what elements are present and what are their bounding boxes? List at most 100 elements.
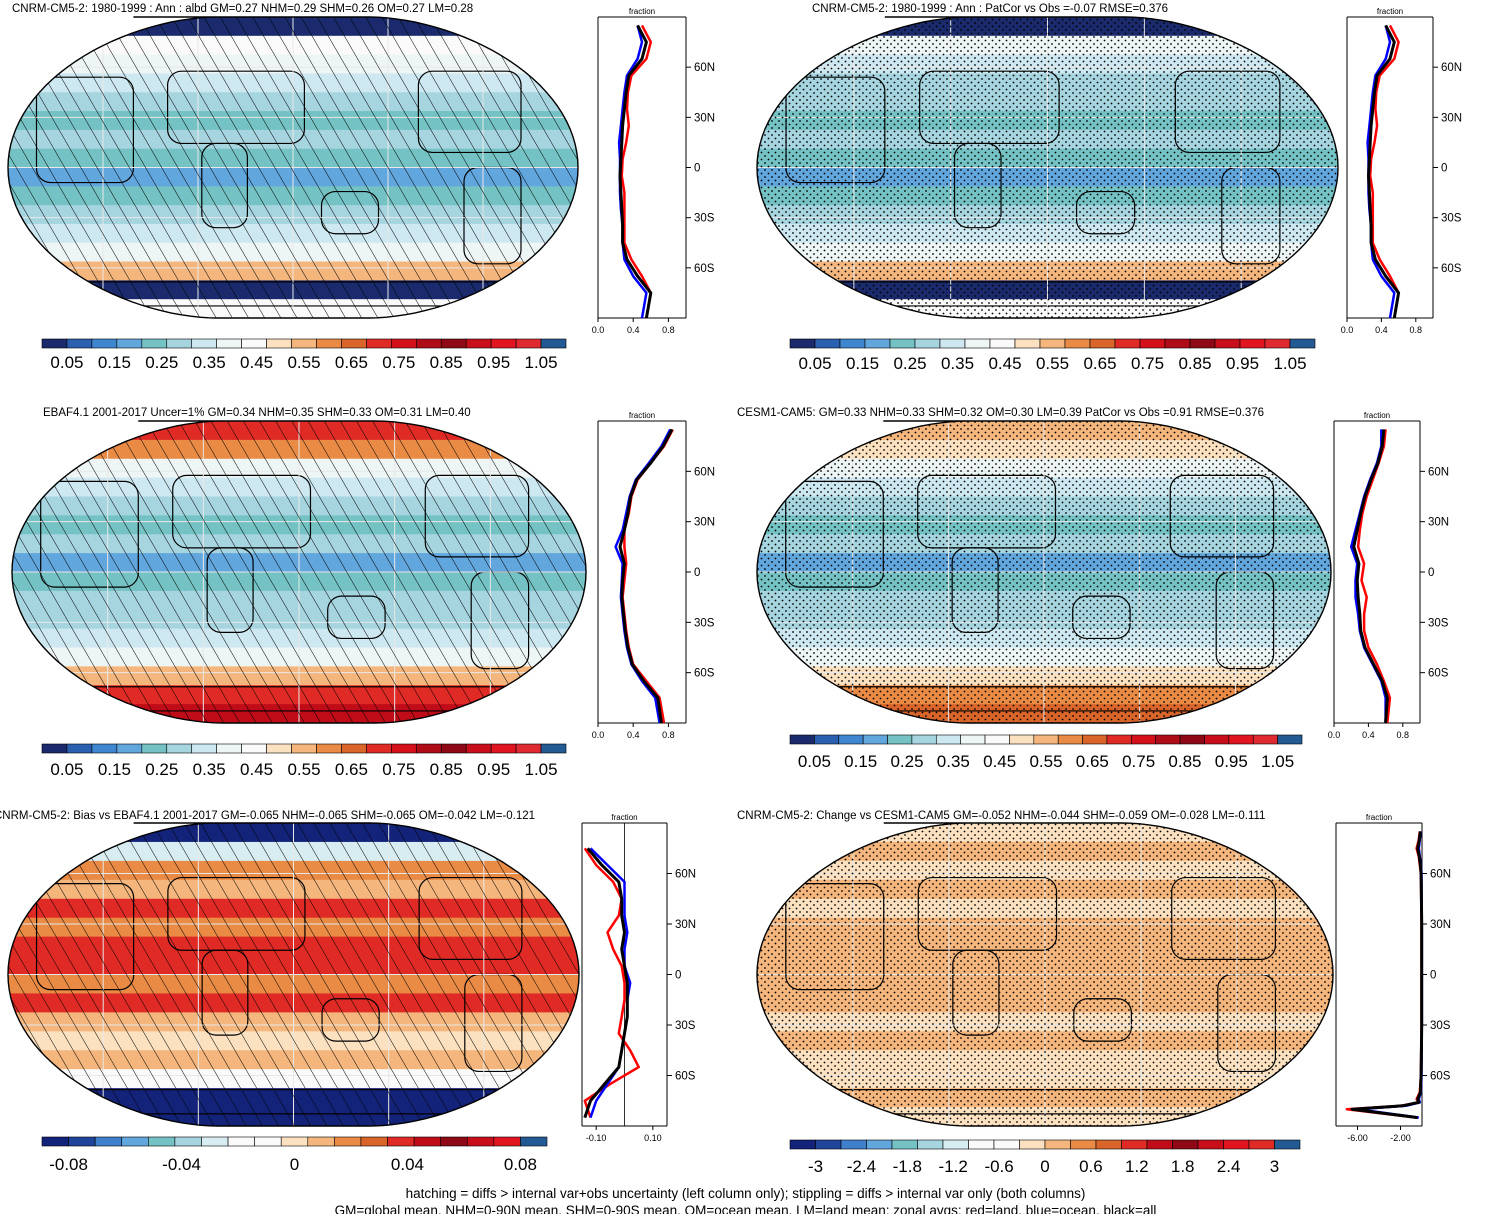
map-field [757, 17, 1338, 318]
colorbar-swatch [866, 1139, 893, 1150]
colorbar-label: 3 [1270, 1157, 1279, 1176]
colorbar-label: 2.4 [1217, 1157, 1241, 1176]
colorbar-label: 0.85 [1168, 752, 1201, 771]
colorbar-label: 0.85 [430, 760, 463, 779]
colorbar-label: 0.55 [1029, 752, 1062, 771]
colorbar-label: 0.35 [193, 760, 226, 779]
lat-label: 30S [1428, 617, 1449, 629]
zonal-axis-title: fraction [1377, 7, 1403, 16]
colorbar-label: 0.75 [382, 760, 415, 779]
lat-label: 30N [1441, 112, 1462, 124]
zonal-x-label: 0.8 [1397, 730, 1410, 740]
colorbar-swatch [1197, 1139, 1224, 1150]
zonal-axis-title: fraction [629, 411, 655, 420]
map-field [757, 823, 1333, 1126]
colorbar-swatch [789, 1139, 816, 1150]
lat-label: 60N [694, 466, 715, 478]
lat-label: 60N [1428, 466, 1449, 478]
colorbar-label: 1.05 [1273, 354, 1306, 373]
panel-title: EBAF4.1 2001-2017 Uncer=1% GM=0.34 NHM=0… [43, 407, 471, 419]
zonal-x-label: -2.00 [1390, 1133, 1411, 1143]
colorbar-label: 1.2 [1125, 1157, 1149, 1176]
colorbar-label: 0.25 [145, 353, 178, 372]
colorbar-swatch [1121, 1139, 1148, 1150]
colorbar: 0.05 0.15 0.25 0.35 0.45 0.55 0.65 0.75 0.85 0.95… [41, 743, 567, 779]
map-field [8, 17, 578, 318]
zonal-series-land [1368, 24, 1400, 319]
colorbar-label: 0.35 [193, 353, 226, 372]
lat-label: 60N [694, 62, 715, 74]
colorbar-label: 0.05 [798, 752, 831, 771]
lat-label: 0 [1428, 567, 1434, 579]
zonal-x-label: 0.8 [662, 730, 675, 740]
caption-line-1: hatching = diffs > internal var+obs unce… [405, 1186, 1086, 1201]
colorbar-label: 0.15 [844, 752, 877, 771]
zonal-series-land [583, 847, 640, 1119]
colorbar-label: 0.65 [335, 353, 368, 372]
colorbar: -3 -2.4 -1.8 -1.2 -0.6 0 0.6 1.2 1.8 2.4 3 [789, 1139, 1301, 1176]
colorbar-label: 0.25 [890, 752, 923, 771]
zonal-series-all [1352, 429, 1389, 724]
zonal-axis-title: fraction [611, 813, 637, 822]
colorbar-label: 0.55 [1036, 354, 1069, 373]
lat-label: 60S [1428, 668, 1449, 680]
lat-label: 60S [694, 668, 715, 680]
lat-label: 30N [694, 112, 715, 124]
colorbar-label: 0.85 [430, 353, 463, 372]
colorbar-swatch [891, 1139, 918, 1150]
colorbar-label: 0.65 [1076, 752, 1109, 771]
lat-label: 60S [1441, 263, 1462, 275]
colorbar-swatch [917, 1139, 944, 1150]
zonal-mean-plot: fraction 60N 30N 0 30S 60S -6.00 -2.00 [1335, 813, 1451, 1143]
zonal-mean-plot: fraction 60N 30N 0 30S 60S 0.0 0.4 0.8 [1328, 411, 1449, 740]
colorbar-label: 0.75 [1122, 752, 1155, 771]
map-field [757, 421, 1331, 723]
colorbar-label: 0.75 [382, 353, 415, 372]
hatch-overlay [8, 823, 579, 1126]
colorbar-swatch [1019, 1139, 1046, 1150]
map-border [11, 420, 587, 724]
colorbar: 0.05 0.15 0.25 0.35 0.45 0.55 0.65 0.75 0.85 0.95… [789, 734, 1303, 771]
zonal-x-label: 0.0 [592, 325, 605, 335]
lat-label: 30N [1430, 919, 1451, 931]
colorbar-swatch [540, 743, 567, 754]
colorbar-swatch [1070, 1139, 1097, 1150]
colorbar-label: -2.4 [847, 1157, 876, 1176]
colorbar-label: 0 [290, 1155, 299, 1174]
colorbar-label: 0.15 [98, 353, 131, 372]
colorbar-swatch [1289, 338, 1316, 349]
colorbar-label: 0.45 [240, 353, 273, 372]
zonal-x-label: 0.4 [1362, 730, 1375, 740]
zonal-mean-plot: fraction 60N 30N 0 30S 60S 0.0 0.4 0.8 [592, 411, 715, 740]
zonal-x-label: -6.00 [1347, 1133, 1368, 1143]
colorbar-swatch [968, 1139, 995, 1150]
colorbar-label: 0 [1040, 1157, 1049, 1176]
map-field [8, 823, 579, 1126]
hatch-overlay [12, 421, 586, 723]
colorbar-label: 0.85 [1178, 354, 1211, 373]
colorbar-label: -0.04 [162, 1155, 201, 1174]
panel-title: CNRM-CM5-2: 1980-1999 : Ann : albd GM=0.… [12, 3, 474, 15]
lat-label: 0 [675, 970, 681, 982]
colorbar-swatch [1044, 1139, 1071, 1150]
map-border [756, 822, 1334, 1127]
zonal-x-label: 0.4 [1375, 325, 1388, 335]
panel-title: CNRM-CM5-2: Change vs CESM1-CAM5 GM=-0.0… [737, 810, 1266, 822]
lat-label: 30N [1428, 517, 1449, 529]
zonal-x-label: 0.8 [1410, 325, 1423, 335]
zonal-axis-title: fraction [629, 7, 655, 16]
colorbar-label: 0.15 [846, 354, 879, 373]
colorbar-swatch [1146, 1139, 1173, 1150]
zonal-x-label: -0.10 [586, 1133, 607, 1143]
zonal-series-all [618, 428, 674, 724]
map-border [756, 420, 1332, 724]
lat-label: 60S [675, 1071, 696, 1083]
colorbar-label: 1.05 [1261, 752, 1294, 771]
colorbar: 0.05 0.15 0.25 0.35 0.45 0.55 0.65 0.75 0.85 0.95… [789, 338, 1316, 373]
zonal-series-all [1350, 831, 1424, 1120]
